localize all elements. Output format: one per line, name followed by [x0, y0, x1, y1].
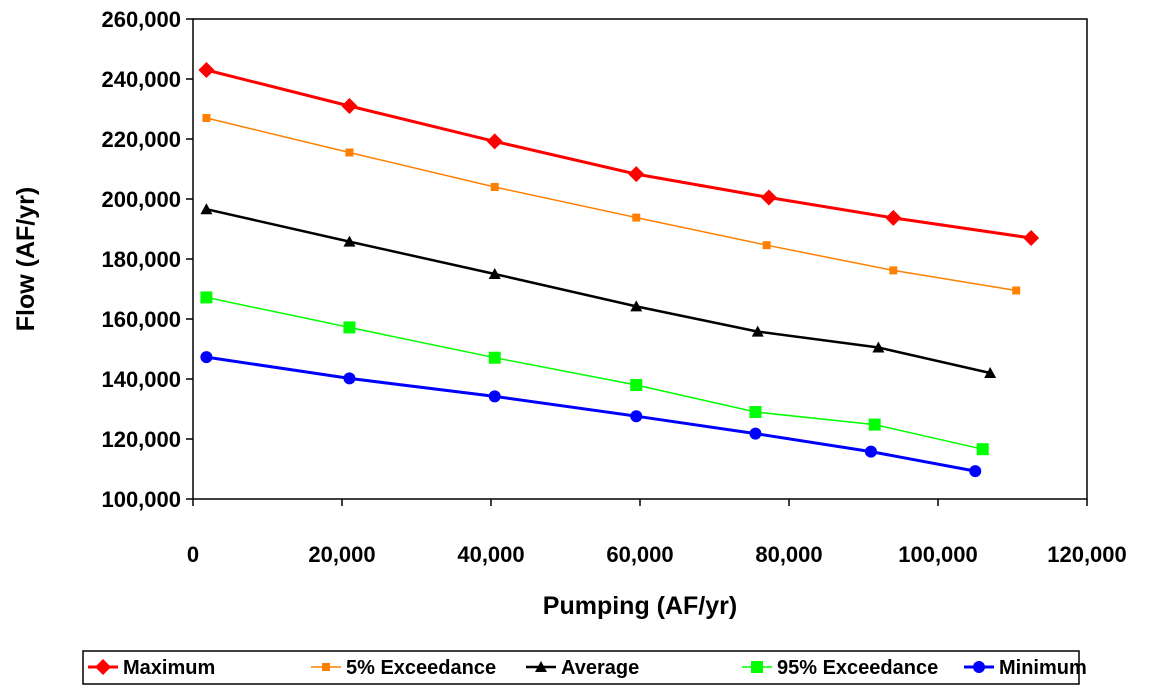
legend-label-maximum: Maximum [123, 657, 215, 679]
legend-marker-5-exceedance [322, 663, 330, 671]
legend-item-maximum: Maximum [88, 657, 215, 679]
legend-items: Maximum 5% Exceedance Average 95% Exceedanc… [88, 657, 1087, 679]
data-point-5-exceedance [762, 241, 771, 250]
legend-label-average: Average [561, 657, 639, 679]
y-axis-ticks: 100,000 120,000 140,000 160,000 180,000 200,0… [101, 7, 193, 512]
y-tick-label: 120,000 [101, 427, 181, 452]
y-tick-label: 240,000 [101, 67, 181, 92]
data-point-5-exceedance [1012, 286, 1021, 295]
data-point-average [488, 268, 501, 279]
data-point-95-exceedance [976, 443, 989, 456]
data-point-5-exceedance [490, 183, 499, 191]
x-tick-label: 0 [187, 542, 199, 567]
series-95-exceedance [200, 291, 989, 456]
y-tick-label: 220,000 [101, 127, 181, 152]
x-tick-label: 20,000 [308, 542, 375, 567]
data-point-maximum [1023, 230, 1040, 246]
x-tick-label: 100,000 [898, 542, 978, 567]
data-point-minimum [864, 445, 877, 458]
y-tick-label: 180,000 [101, 247, 181, 272]
data-point-maximum [198, 62, 215, 78]
series-minimum [200, 351, 982, 478]
y-tick-label: 260,000 [101, 7, 181, 32]
legend-marker-average [535, 661, 547, 672]
data-point-average [343, 235, 356, 247]
x-tick-label: 40,000 [457, 542, 524, 567]
legend-item-minimum: Minimum [964, 657, 1087, 679]
data-point-95-exceedance [868, 418, 881, 431]
data-point-5-exceedance [202, 114, 211, 122]
data-point-maximum [341, 98, 358, 114]
data-point-95-exceedance [630, 379, 643, 391]
x-axis-ticks: 0 20,000 40,000 60,000 80,000 100,000 120,000 [187, 499, 1127, 567]
data-point-maximum [628, 166, 645, 183]
legend-label-minimum: Minimum [999, 657, 1087, 679]
data-point-5-exceedance [889, 266, 898, 275]
data-point-minimum [488, 390, 501, 403]
y-tick-label: 160,000 [101, 307, 181, 332]
y-tick-label: 100,000 [101, 487, 181, 512]
y-axis-title: Flow (AF/yr) [12, 187, 40, 331]
legend-item-5-exceedance: 5% Exceedance [311, 657, 496, 679]
series-average [200, 203, 997, 378]
plot-area [192, 18, 1088, 500]
x-axis-title: Pumping (AF/yr) [543, 592, 737, 620]
data-point-minimum [969, 465, 982, 478]
legend-label-95-exceedance: 95% Exceedance [777, 657, 938, 679]
series-5-exceedance [202, 114, 1021, 295]
x-tick-label: 60,000 [606, 542, 673, 567]
data-point-minimum [343, 372, 356, 385]
data-point-average [872, 341, 885, 353]
legend-marker-95-exceedance [751, 661, 763, 673]
data-point-average [984, 367, 997, 378]
data-point-average [751, 325, 764, 337]
legend-label-5-exceedance: 5% Exceedance [346, 657, 496, 679]
data-point-average [630, 300, 643, 312]
data-point-5-exceedance [345, 148, 354, 157]
data-point-average [200, 203, 213, 215]
data-point-minimum [630, 410, 643, 423]
legend-item-average: Average [526, 657, 639, 679]
data-point-maximum [885, 209, 902, 226]
y-tick-label: 200,000 [101, 187, 181, 212]
legend-box [82, 650, 1080, 685]
data-point-95-exceedance [343, 321, 356, 334]
data-point-95-exceedance [749, 406, 762, 418]
data-point-95-exceedance [200, 291, 213, 304]
x-tick-label: 120,000 [1047, 542, 1127, 567]
data-point-minimum [200, 351, 213, 364]
data-point-maximum [760, 189, 777, 206]
data-point-95-exceedance [488, 351, 501, 364]
series-maximum [198, 62, 1040, 246]
data-point-minimum [749, 427, 762, 440]
series-layer [198, 62, 1040, 478]
data-point-5-exceedance [632, 213, 641, 222]
legend-marker-minimum [973, 661, 985, 673]
x-tick-label: 80,000 [755, 542, 822, 567]
legend-item-95-exceedance: 95% Exceedance [742, 657, 938, 679]
y-tick-label: 140,000 [101, 367, 181, 392]
legend: Maximum 5% Exceedance Average 95% Exceedanc… [82, 650, 1087, 685]
data-point-maximum [486, 133, 503, 150]
legend-marker-maximum [95, 659, 111, 675]
